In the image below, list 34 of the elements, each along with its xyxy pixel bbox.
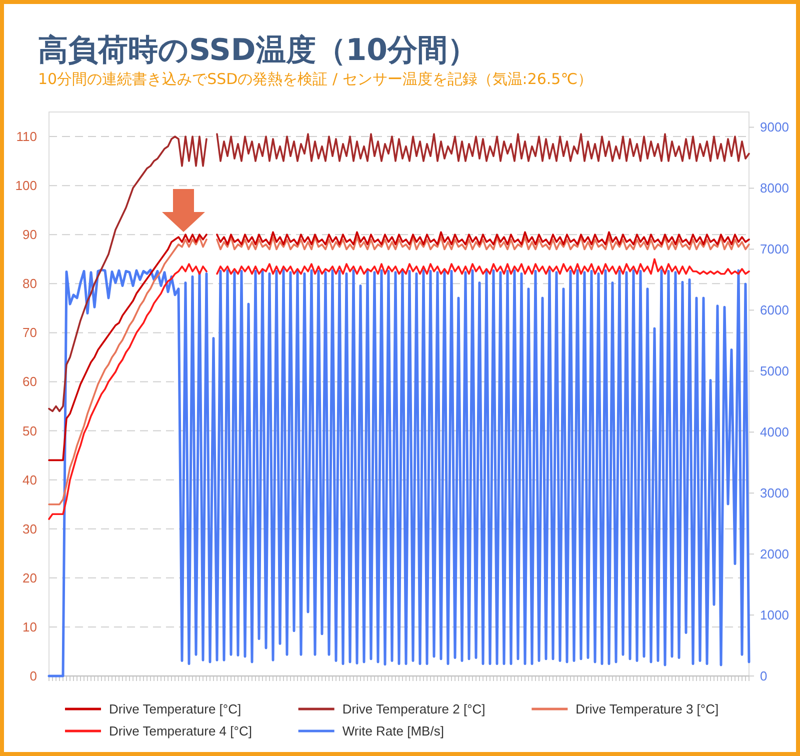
y-tick-label: 40	[22, 472, 37, 488]
legend-label: Drive Temperature 4 [°C]	[109, 724, 252, 738]
y2-tick-label: 2000	[760, 546, 789, 562]
y-tick-label: 0	[30, 668, 37, 684]
y-tick-label: 60	[22, 374, 37, 390]
title: 高負荷時のSSD温度（10分間）	[38, 33, 478, 68]
y2-tick-label: 9000	[760, 120, 789, 135]
y-tick-label: 90	[22, 227, 37, 242]
y2-tick-label: 1000	[760, 608, 789, 623]
y2-tick-label: 6000	[760, 302, 789, 318]
legend-label: Drive Temperature 2 [°C]	[342, 702, 486, 716]
y-tick-label: 110	[16, 129, 37, 144]
y-tick-label: 50	[22, 423, 37, 438]
y-tick-label: 10	[22, 619, 37, 634]
y2-tick-label: 7000	[760, 242, 789, 257]
legend-item: Drive Temperature 2 [°C]	[298, 702, 486, 716]
legend-item: Drive Temperature 4 [°C]	[65, 724, 252, 738]
y-tick-label: 80	[22, 276, 37, 292]
y2-tick-label: 5000	[760, 364, 789, 379]
y2-tick-label: 8000	[760, 180, 789, 196]
legend-item: Write Rate [MB/s]	[298, 724, 444, 738]
y-tick-label: 100	[15, 178, 37, 194]
legend-item: Drive Temperature [°C]	[65, 702, 242, 716]
y-tick-label: 20	[22, 570, 37, 586]
legend-label: Drive Temperature 3 [°C]	[576, 702, 719, 716]
legend-label: Write Rate [MB/s]	[342, 724, 444, 738]
y-tick-label: 70	[22, 325, 37, 340]
y-tick-label: 30	[22, 521, 37, 536]
legend-item: Drive Temperature 3 [°C]	[532, 702, 719, 716]
y2-tick-label: 4000	[760, 424, 789, 440]
y2-tick-label: 0	[760, 668, 768, 684]
subtitle: 10分間の連続書き込みでSSDの発熱を検証 / センサー温度を記録（気温:26.5℃）	[38, 70, 593, 88]
y2-tick-label: 3000	[760, 486, 789, 501]
legend-label: Drive Temperature [°C]	[109, 702, 242, 716]
